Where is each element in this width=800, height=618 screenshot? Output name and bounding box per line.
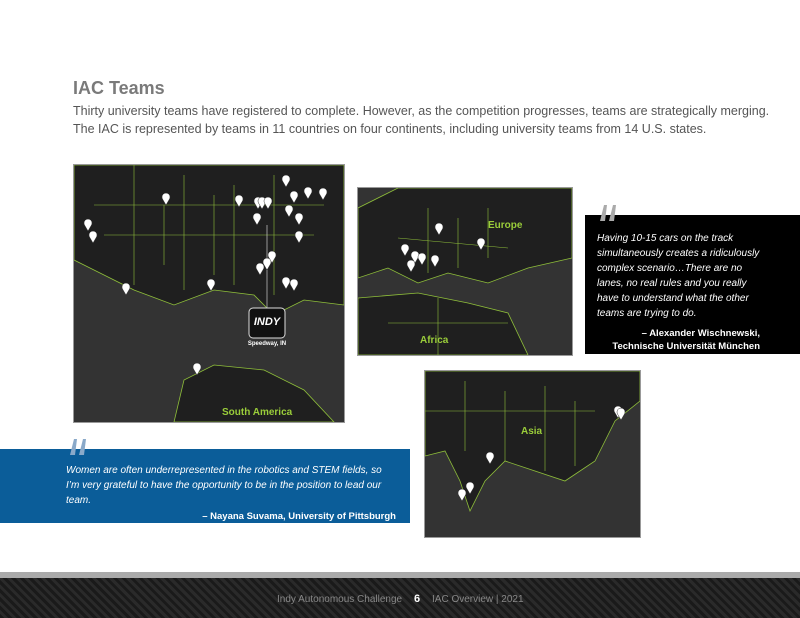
region-label: Europe [488,220,523,231]
map-pin [83,218,93,232]
map-pin [318,187,328,201]
map-pin [430,254,440,268]
footer-left: Indy Autonomous Challenge [277,594,403,605]
land [425,371,640,513]
map-pin [263,196,273,210]
logo-text: INDY [254,316,282,328]
quote-icon [600,205,616,221]
map-pin [161,192,171,206]
map-pin [267,250,277,264]
land [173,364,335,422]
map-art: INDY Speedway, IN [74,165,344,422]
map-pin [281,174,291,188]
europe-map: Europe Africa [357,187,573,356]
quote-text: Women are often underrepresented in the … [66,465,382,506]
map-pin [252,212,262,226]
map-pin [284,204,294,218]
map-pin [289,190,299,204]
map-art [425,371,640,513]
north-america-map: INDY Speedway, IN South America [73,164,345,423]
map-pin [476,237,486,251]
quote-attribution: – Nayana Suvama, University of Pittsburg… [202,511,396,522]
region-label: Africa [420,335,449,346]
map-pin [294,212,304,226]
asia-map: Asia [424,370,641,538]
page-number: 6 [414,593,421,605]
region-label: South America [222,407,293,418]
map-pin [616,407,626,421]
map-pin [289,278,299,292]
map-pin [303,186,313,200]
land [358,188,572,284]
quote-icon [70,439,86,455]
footer-right: IAC Overview | 2021 [432,594,524,605]
quote-box: Women are often underrepresented in the … [0,449,410,523]
borders [425,381,595,471]
land [358,292,529,355]
map-pin [457,488,467,502]
title: IAC Teams [73,78,165,98]
borders [94,165,324,295]
quote-attribution: – Alexander Wischnewski, [641,328,760,339]
map-pin [262,257,272,271]
map-pin [485,451,495,465]
borders [388,208,509,355]
map-pin [88,230,98,244]
map-pin [281,276,291,290]
region-label: Asia [521,426,543,437]
footer: Indy Autonomous Challenge 6 IAC Overview… [0,572,800,618]
map-pin [206,278,216,292]
map-pin [417,252,427,266]
map-pin [400,243,410,257]
map-art [358,188,572,355]
map-pin [121,282,131,296]
map-pin [434,222,444,236]
map-pin [234,194,244,208]
quote-attribution: Technische Universität München [612,341,760,352]
map-pin [255,262,265,276]
quote-text: Having 10-15 cars on the track simultane… [597,233,760,319]
map-pin [192,362,202,376]
map-pin [406,259,416,273]
intro-text: Thirty university teams have registered … [73,104,770,118]
intro-text: The IAC is represented by teams in 11 co… [73,122,707,136]
map-pin [294,230,304,244]
land [74,165,344,316]
logo-location: Speedway, IN [248,341,286,347]
map-pin [465,481,475,495]
quote-box: Having 10-15 cars on the track simultane… [585,215,800,354]
